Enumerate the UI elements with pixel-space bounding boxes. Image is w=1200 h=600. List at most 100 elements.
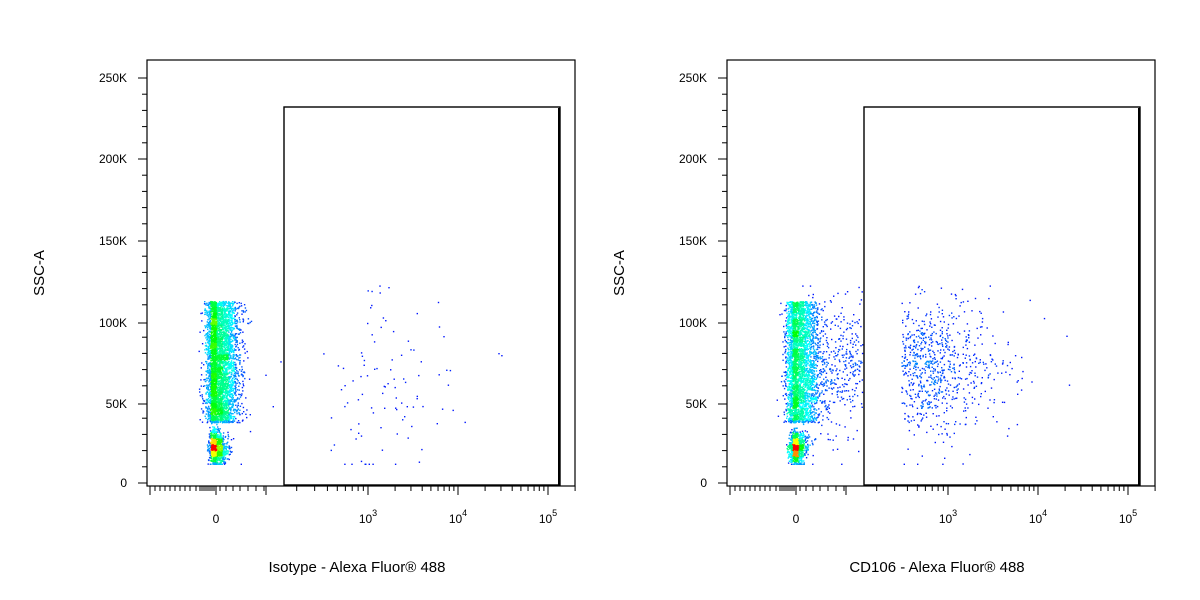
- event-dot: [210, 327, 212, 329]
- event-dot: [221, 323, 223, 325]
- event-dot: [227, 325, 229, 328]
- event-dot: [236, 343, 239, 346]
- event-dot: [228, 401, 230, 403]
- event-dot: [220, 404, 223, 407]
- event-dot: [222, 394, 225, 397]
- event-dot: [218, 307, 221, 309]
- event-dot: [215, 392, 217, 395]
- event-dot: [233, 418, 235, 420]
- event-dot: [207, 364, 209, 366]
- event-dot: [209, 307, 211, 309]
- event-dot: [218, 310, 221, 313]
- event-dot: [230, 348, 233, 350]
- event-dot: [250, 320, 253, 323]
- event-dot: [222, 303, 224, 305]
- event-dot: [214, 419, 216, 421]
- event-dot: [227, 385, 229, 387]
- event-dot: [211, 402, 213, 405]
- event-dot: [226, 376, 228, 379]
- event-dot: [222, 388, 224, 391]
- event-dot: [227, 413, 229, 416]
- event-dot: [212, 349, 214, 351]
- event-dot: [209, 312, 211, 314]
- event-dot: [241, 341, 243, 344]
- event-dot: [209, 324, 211, 327]
- event-dot: [216, 348, 219, 350]
- event-dot: [206, 321, 208, 323]
- event-dot: [239, 332, 242, 334]
- event-dot: [239, 342, 241, 344]
- event-dot: [228, 321, 230, 323]
- event-dot: [222, 377, 224, 380]
- event-dot: [209, 452, 211, 455]
- event-dot: [207, 377, 210, 380]
- event-dot: [225, 336, 228, 338]
- event-dot: [226, 379, 229, 381]
- event-dot: [234, 315, 236, 317]
- event-dot: [229, 322, 231, 324]
- event-dot: [223, 342, 225, 345]
- event-dot: [220, 409, 223, 411]
- event-dot: [225, 341, 227, 344]
- event-dot: [231, 344, 234, 347]
- event-dot: [228, 331, 230, 333]
- event-dot: [210, 342, 213, 345]
- event-dot: [220, 342, 222, 344]
- event-dot: [224, 354, 226, 356]
- event-dot: [216, 420, 219, 422]
- event-dot: [214, 324, 217, 327]
- event-dot: [212, 392, 214, 395]
- event-dot: [209, 328, 212, 330]
- event-dot: [232, 403, 235, 406]
- event-dot: [208, 356, 210, 358]
- event-dot: [218, 324, 220, 326]
- event-dot: [221, 345, 223, 347]
- event-dot: [231, 421, 233, 424]
- event-dot: [238, 389, 240, 391]
- event-dot: [220, 397, 222, 399]
- event-dot: [211, 411, 213, 414]
- event-dot: [228, 354, 231, 356]
- event-dot: [217, 316, 219, 319]
- event-dot: [211, 399, 213, 402]
- event-dot: [206, 323, 208, 326]
- event-dot: [226, 341, 228, 343]
- event-dot: [209, 379, 212, 381]
- event-dot: [212, 399, 215, 402]
- event-dot: [213, 419, 215, 421]
- event-dot: [231, 301, 234, 303]
- event-dot: [210, 370, 213, 373]
- event-dot: [222, 390, 224, 392]
- event-dot: [239, 393, 241, 396]
- event-dot: [212, 462, 214, 464]
- event-dot: [227, 377, 230, 380]
- event-dot: [214, 339, 216, 342]
- event-dot: [217, 378, 219, 380]
- event-dot: [222, 348, 224, 351]
- event-dot: [201, 394, 203, 396]
- event-dot: [207, 409, 209, 411]
- event-dot: [222, 364, 224, 367]
- event-dot: [214, 350, 216, 352]
- event-dot: [217, 379, 219, 381]
- event-dot: [231, 346, 233, 348]
- event-dot: [218, 395, 221, 397]
- event-dot: [219, 432, 222, 435]
- event-dot: [221, 311, 224, 314]
- event-dot: [231, 327, 233, 329]
- event-dot: [236, 302, 238, 305]
- event-dot: [225, 326, 227, 328]
- event-dot: [210, 463, 212, 465]
- event-dot: [211, 391, 213, 393]
- event-dot: [219, 322, 221, 325]
- event-dot: [218, 429, 220, 432]
- event-dot: [226, 416, 229, 419]
- event-dot: [236, 358, 238, 361]
- event-dot: [240, 302, 242, 305]
- event-dot: [214, 369, 216, 372]
- event-dot: [205, 337, 207, 339]
- event-dot: [225, 380, 228, 382]
- event-dot: [223, 463, 226, 465]
- event-dot: [244, 352, 246, 354]
- event-dot: [215, 326, 217, 328]
